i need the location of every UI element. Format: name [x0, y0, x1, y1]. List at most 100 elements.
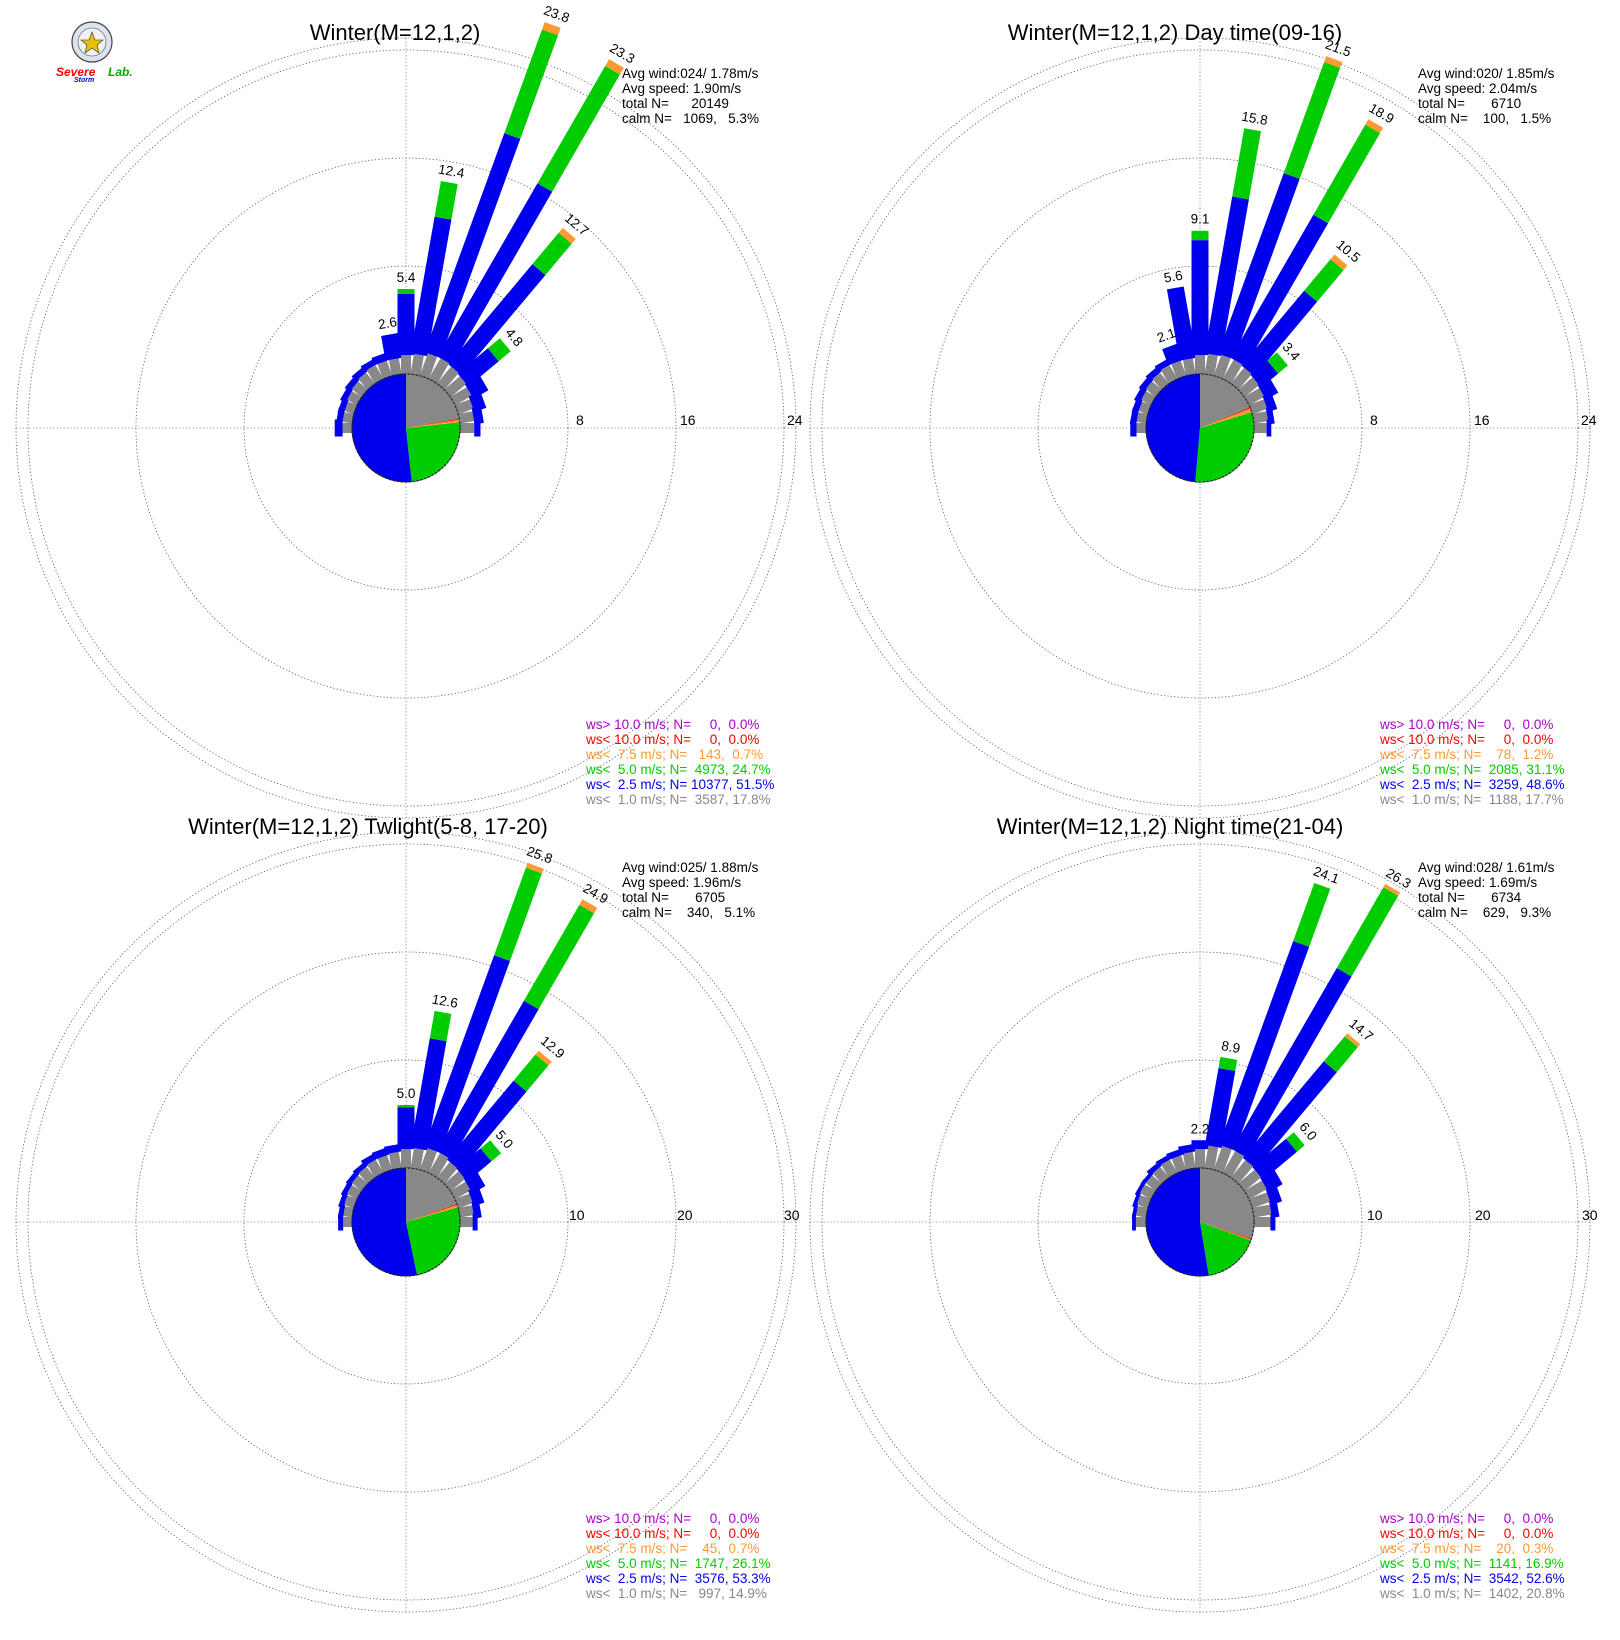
- bar-segment: [1204, 1145, 1219, 1170]
- bar-segment: [1270, 1213, 1276, 1231]
- severe-storm-lab-logo: Severe Storm Lab.: [56, 21, 133, 84]
- bar-segment: [1135, 1217, 1146, 1227]
- panel-title: Winter(M=12,1,2) Night time(21-04): [997, 814, 1344, 839]
- bar-segment: [343, 1217, 352, 1227]
- stat-avg-speed: Avg speed: 1.96m/s: [622, 875, 741, 890]
- bar-segment: [532, 232, 572, 276]
- stat-total: total N= 6734: [1418, 890, 1522, 905]
- range-ring: [929, 951, 1471, 1493]
- legend-entry: ws< 10.0 m/s; N= 0, 0.0%: [1379, 1526, 1553, 1541]
- logo-text-storm: Storm: [74, 77, 94, 84]
- range-rings: [15, 831, 797, 1613]
- bar-segment: [535, 1050, 552, 1066]
- pie-wedge: [406, 418, 460, 428]
- bar-segment: [342, 412, 354, 424]
- bar-segment: [410, 216, 452, 357]
- bar-segment: [436, 366, 459, 390]
- bar-segment: [377, 360, 393, 379]
- legend-entry: ws< 10.0 m/s; N= 0, 0.0%: [1379, 732, 1553, 747]
- pie-wedge: [1200, 407, 1251, 428]
- bar-segment: [458, 1205, 474, 1218]
- bar-segment: [1132, 1190, 1142, 1208]
- bar-segment: [1136, 1205, 1148, 1218]
- bar-segment: [1323, 1036, 1358, 1073]
- ring-tick-1: 10: [569, 1207, 585, 1223]
- bar-segment: [1145, 1175, 1162, 1192]
- bar-label: 5.4: [397, 270, 416, 285]
- bar-segment: [410, 1148, 424, 1170]
- ring-tick-2: 16: [680, 412, 696, 428]
- stat-avg-speed: Avg speed: 1.69m/s: [1418, 875, 1537, 890]
- pie-wedge: [406, 1204, 458, 1222]
- bar-segment: [1232, 968, 1352, 1158]
- bar-label: 5.0: [397, 1086, 416, 1101]
- bar-segment: [1171, 1155, 1187, 1173]
- bar-segment: [1166, 1148, 1185, 1160]
- bar-segment: [455, 1193, 473, 1209]
- bar-label: 2.1: [1155, 325, 1178, 346]
- bar-segment: [1166, 286, 1197, 361]
- legend-entry: ws> 10.0 m/s; N= 0, 0.0%: [585, 1511, 759, 1526]
- pie-wedge: [406, 1205, 458, 1222]
- bar-segment: [1152, 1166, 1170, 1184]
- bar-segment: [428, 358, 450, 384]
- legend-entry: ws> 10.0 m/s; N= 0, 0.0%: [1379, 1511, 1553, 1526]
- bar-segment: [1260, 1169, 1283, 1193]
- pie-wedge: [1200, 1222, 1251, 1276]
- bar-segment: [1313, 124, 1380, 224]
- bar-segment: [1182, 1151, 1196, 1170]
- bar-segment: [1230, 1160, 1254, 1184]
- bar-segment: [1344, 1033, 1361, 1048]
- logo-text-severe: Severe: [56, 65, 96, 79]
- bar-segment: [474, 419, 481, 437]
- bar-segment: [480, 1140, 502, 1162]
- bar-segment: [1266, 419, 1272, 437]
- legend-entry: ws< 2.5 m/s; N= 3576, 53.3%: [585, 1571, 771, 1586]
- rose-panel-winter-day: Winter(M=12,1,2) Day time(09-16) Avg win…: [809, 20, 1597, 819]
- calm-pie: [1145, 1167, 1255, 1277]
- bar-segment: [444, 1171, 466, 1192]
- bar-label: 12.4: [437, 162, 466, 181]
- bar-segment: [1286, 1132, 1305, 1152]
- pie-wedge: [1200, 1168, 1255, 1239]
- range-ring: [15, 37, 797, 819]
- rose-panel-winter: Winter(M=12,1,2) Avg wind:024/ 1.78m/s A…: [15, 3, 803, 819]
- ring-tick-2: 20: [677, 1207, 693, 1223]
- bar-segment: [1204, 196, 1249, 357]
- bar-segment: [424, 133, 521, 358]
- bar-segment: [437, 183, 553, 365]
- bar-segment: [367, 1159, 384, 1178]
- legend-entry: ws< 7.5 m/s; N= 45, 0.7%: [585, 1541, 759, 1556]
- ring-tick-3: 24: [1581, 412, 1597, 428]
- stat-total: total N= 6710: [1418, 96, 1521, 111]
- rose-panel-winter-twilight: Winter(M=12,1,2) Twlight(5-8, 17-20) Avg…: [15, 814, 800, 1613]
- logo-star-icon: [80, 31, 104, 54]
- bar-segment: [504, 29, 558, 139]
- bar-segment: [419, 353, 438, 379]
- range-ring: [15, 831, 797, 1613]
- bar-segment: [494, 867, 542, 961]
- legend-entry: ws< 2.5 m/s; N= 3542, 52.6%: [1379, 1571, 1565, 1586]
- bar-segment: [464, 375, 489, 399]
- legend-entry: ws< 7.5 m/s; N= 78, 1.2%: [1379, 747, 1553, 762]
- bar-segment: [1145, 381, 1162, 398]
- bar-segment: [1191, 230, 1209, 241]
- pie-outline: [1145, 1167, 1255, 1277]
- bar-segment: [1230, 214, 1329, 367]
- legend-entry: ws< 5.0 m/s; N= 1141, 16.9%: [1379, 1556, 1564, 1571]
- bar-segment: [460, 423, 475, 433]
- bar-segment: [1242, 1061, 1337, 1169]
- stat-calm: calm N= 629, 9.3%: [1418, 905, 1551, 920]
- range-ring: [135, 951, 677, 1493]
- bar-label: 23.8: [542, 3, 572, 26]
- bar-segment: [450, 1181, 471, 1200]
- range-rings: [809, 831, 1591, 1613]
- bar-segment: [429, 1011, 452, 1042]
- bar-label: 24.1: [1311, 864, 1341, 887]
- bar-segment: [346, 1185, 362, 1200]
- legend-entry: ws< 5.0 m/s; N= 1747, 26.1%: [585, 1556, 771, 1571]
- pie-outline: [1145, 373, 1255, 483]
- bar-segment: [343, 1206, 354, 1218]
- bar-segment: [1330, 254, 1348, 271]
